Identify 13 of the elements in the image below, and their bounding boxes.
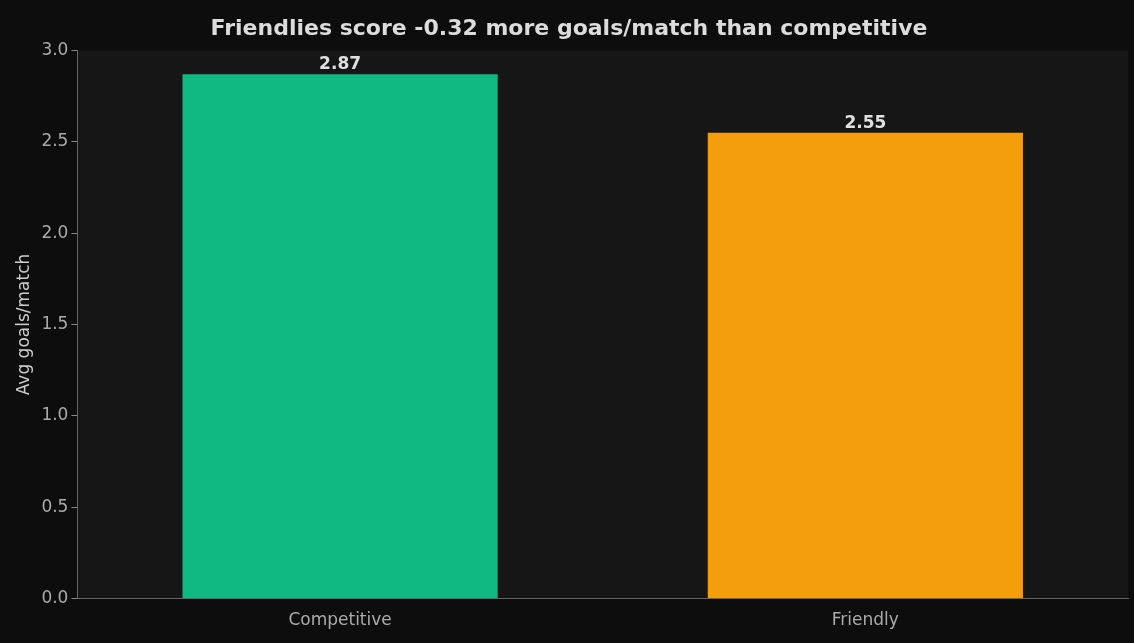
y-tick-label: 2.5	[41, 130, 69, 151]
y-tick-label: 1.5	[41, 312, 69, 333]
x-tick-label: Competitive	[288, 609, 392, 630]
y-tick-label: 3.0	[41, 38, 69, 59]
y-tick-label: 0.0	[41, 587, 69, 608]
x-tick-label: Friendly	[831, 609, 899, 630]
data-label: 2.55	[844, 111, 887, 132]
y-tick-label: 0.5	[41, 495, 69, 516]
data-label: 2.87	[319, 53, 362, 74]
y-tick-label: 1.0	[41, 404, 69, 425]
y-tick-label: 2.0	[41, 221, 69, 242]
chart-title: Friendlies score -0.32 more goals/match than competitive	[210, 14, 928, 40]
y-axis-title: Avg goals/match	[12, 253, 33, 396]
